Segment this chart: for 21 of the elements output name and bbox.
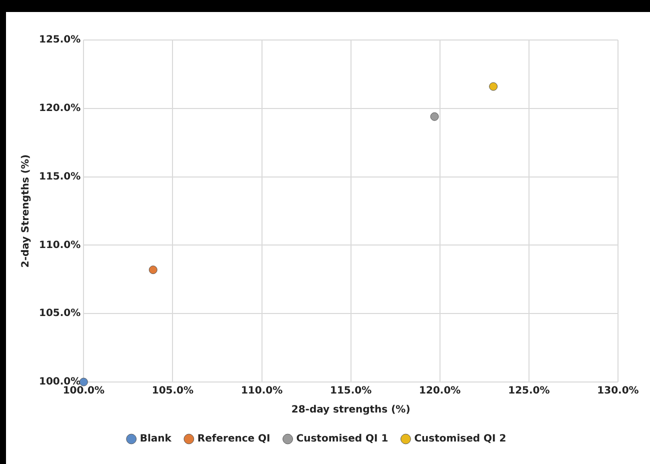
y-tick-label: 105.0% xyxy=(38,308,81,320)
legend-label: Customised QI 1 xyxy=(296,434,388,445)
legend-label: Blank xyxy=(140,434,172,445)
y-tick-label: 115.0% xyxy=(38,171,81,182)
y-tick-label: 125.0% xyxy=(38,34,81,46)
y-axis-title: 2-day Strengths (%) xyxy=(20,154,32,268)
legend-label: Reference QI xyxy=(197,434,270,445)
x-tick-label: 110.0% xyxy=(240,386,283,397)
y-tick-label: 120.0% xyxy=(38,102,81,114)
point xyxy=(148,266,158,274)
x-tick-label: 130.0% xyxy=(597,386,639,397)
x-axis-title: 28-day strengths (%) xyxy=(291,404,410,416)
point xyxy=(430,112,439,121)
x-tick-label: 105.0% xyxy=(152,386,194,397)
x-tick-label: 115.0% xyxy=(330,386,372,397)
y-tick-label: 110.0% xyxy=(38,240,81,251)
legend-label: Customised QI 2 xyxy=(414,434,506,445)
point xyxy=(489,82,498,91)
x-tick-label: 100.0% xyxy=(62,386,104,397)
x-tick-label: 120.0% xyxy=(419,386,461,397)
x-tick-label: 125.0% xyxy=(508,386,550,397)
